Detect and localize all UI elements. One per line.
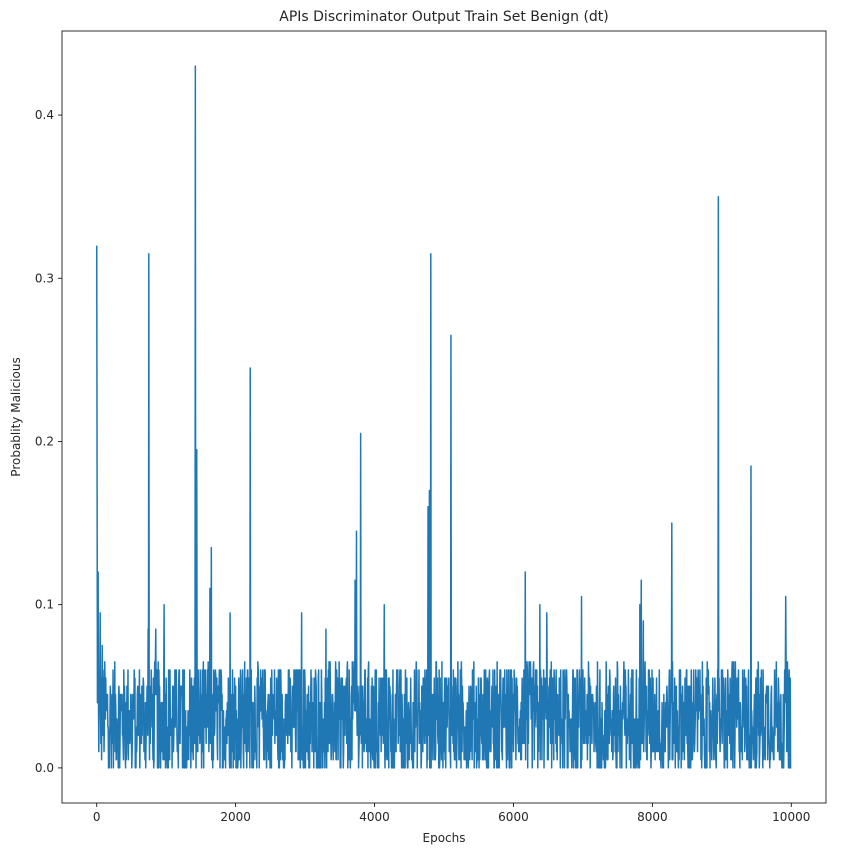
x-axis: 0 2000 4000 6000 8000 10000 (93, 803, 810, 824)
series-line (95, 65, 792, 769)
plot-area (95, 65, 792, 769)
x-tick-label: 8000 (637, 810, 668, 824)
x-tick-label: 4000 (359, 810, 390, 824)
x-tick-label: 6000 (498, 810, 529, 824)
x-axis-label: Epochs (423, 831, 466, 845)
y-axis: 0.0 0.1 0.2 0.3 0.4 (35, 108, 62, 775)
y-tick-label: 0.3 (35, 271, 54, 285)
axes-frame (61, 30, 827, 804)
y-tick-label: 0.4 (35, 108, 54, 122)
x-tick-label: 10000 (772, 810, 810, 824)
y-tick-label: 0.2 (35, 434, 54, 448)
x-tick-label: 2000 (220, 810, 251, 824)
x-tick-label: 0 (93, 810, 101, 824)
y-tick-label: 0.1 (35, 598, 54, 612)
y-axis-label: Probablity Malicious (9, 357, 23, 476)
y-tick-label: 0.0 (35, 761, 54, 775)
chart-title: APIs Discriminator Output Train Set Beni… (279, 9, 609, 25)
